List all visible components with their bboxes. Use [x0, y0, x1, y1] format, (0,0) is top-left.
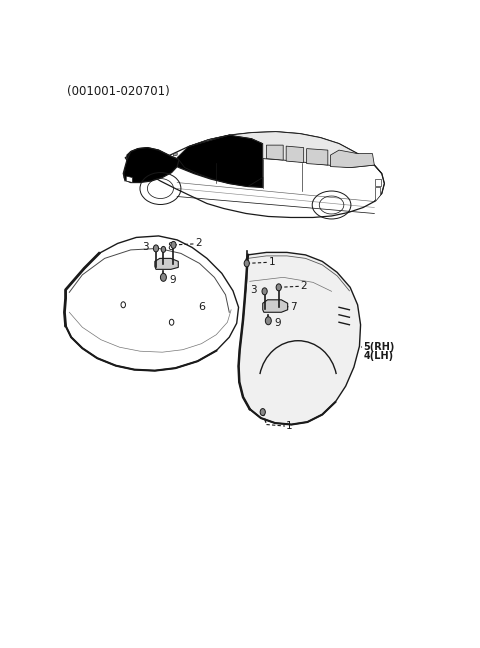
Polygon shape [155, 259, 178, 270]
Text: 9: 9 [169, 275, 176, 285]
Polygon shape [307, 148, 328, 165]
Text: 9: 9 [274, 318, 280, 329]
Text: 3: 3 [142, 242, 148, 252]
Polygon shape [125, 132, 384, 218]
Text: 6: 6 [198, 302, 205, 312]
Circle shape [244, 260, 249, 267]
Polygon shape [126, 176, 132, 183]
Circle shape [276, 284, 281, 291]
Circle shape [121, 302, 125, 308]
Text: 7: 7 [290, 302, 297, 312]
Polygon shape [266, 145, 283, 160]
Circle shape [265, 317, 271, 325]
Polygon shape [123, 148, 179, 183]
Circle shape [260, 409, 265, 415]
Polygon shape [127, 148, 263, 187]
Circle shape [161, 246, 166, 253]
Polygon shape [239, 253, 360, 424]
Text: 2: 2 [195, 238, 202, 248]
Text: 4(LH): 4(LH) [363, 351, 393, 361]
Circle shape [262, 288, 267, 295]
Text: 1: 1 [268, 257, 275, 268]
Text: 1: 1 [286, 421, 293, 431]
Polygon shape [330, 150, 374, 168]
Polygon shape [188, 132, 374, 168]
Text: 5(RH): 5(RH) [363, 342, 395, 353]
Text: 8: 8 [167, 242, 174, 253]
Text: (001001-020701): (001001-020701) [67, 86, 170, 98]
Circle shape [160, 273, 167, 281]
Polygon shape [177, 135, 263, 187]
Polygon shape [263, 300, 288, 312]
Polygon shape [173, 153, 177, 156]
Text: 3: 3 [251, 285, 257, 295]
Circle shape [169, 319, 174, 325]
Polygon shape [64, 236, 239, 371]
Polygon shape [375, 179, 381, 186]
Polygon shape [375, 187, 381, 202]
Text: 2: 2 [300, 281, 307, 291]
Circle shape [154, 245, 158, 252]
Circle shape [171, 242, 176, 248]
Polygon shape [286, 146, 304, 163]
